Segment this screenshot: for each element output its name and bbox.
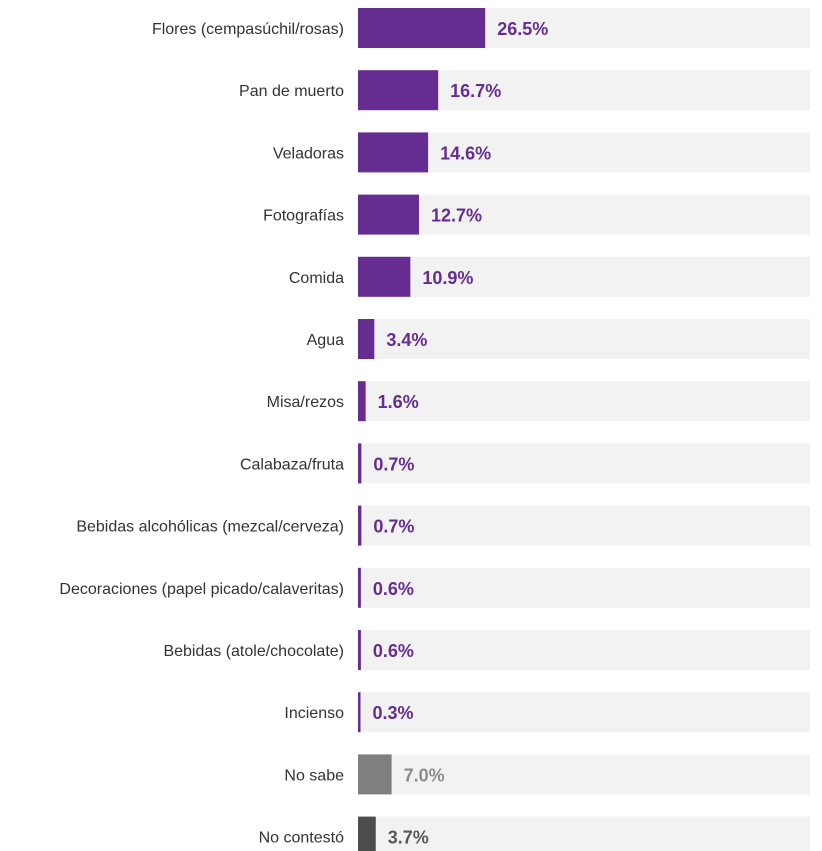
value-label: 0.3%	[373, 703, 414, 723]
bar	[358, 505, 362, 546]
value-label: 3.7%	[388, 828, 429, 848]
category-label: Incienso	[284, 705, 344, 722]
category-label: Pan de muerto	[239, 83, 344, 100]
category-label: Fotografías	[263, 208, 344, 225]
bar	[358, 132, 429, 173]
category-label: Bebidas (atole/chocolate)	[163, 643, 344, 660]
bar	[358, 692, 361, 733]
bar	[358, 381, 366, 422]
bar-track	[358, 692, 810, 733]
category-label: Veladoras	[273, 145, 344, 162]
category-label: No sabe	[284, 767, 344, 784]
value-label: 0.6%	[373, 579, 414, 599]
bar	[358, 8, 486, 48]
category-label: Calabaza/fruta	[240, 456, 344, 473]
value-label: 16.7%	[450, 81, 501, 101]
value-label: 12.7%	[431, 206, 482, 226]
bar-track	[358, 319, 810, 359]
bar-track	[358, 567, 810, 608]
bar-track	[358, 256, 810, 297]
bar-track	[358, 132, 810, 173]
category-label: Bebidas alcohólicas (mezcal/cerveza)	[76, 519, 344, 536]
bar	[358, 70, 439, 111]
bar	[358, 319, 375, 359]
value-label: 14.6%	[440, 143, 491, 163]
bar	[358, 194, 419, 235]
value-label: 0.7%	[373, 454, 414, 474]
bar-track	[358, 505, 810, 546]
value-label: 7.0%	[404, 765, 445, 785]
bar-track	[358, 630, 810, 670]
bar	[358, 754, 392, 795]
bar	[358, 816, 376, 851]
category-label: Agua	[307, 332, 344, 349]
category-label: Misa/rezos	[267, 394, 344, 411]
value-label: 1.6%	[378, 392, 419, 412]
bar	[358, 567, 361, 608]
bar-track	[358, 754, 810, 795]
category-label: No contestó	[259, 830, 344, 847]
bar-track	[358, 816, 810, 851]
value-label: 10.9%	[422, 268, 473, 288]
value-label: 0.6%	[373, 641, 414, 661]
bar	[358, 630, 361, 670]
category-label: Flores (cempasúchil/rosas)	[152, 21, 344, 38]
category-label: Decoraciones (papel picado/calaveritas)	[59, 581, 344, 598]
value-label: 26.5%	[497, 19, 548, 39]
bar-track	[358, 194, 810, 235]
bar-track	[358, 381, 810, 422]
bar	[358, 443, 362, 484]
category-label: Comida	[289, 270, 344, 287]
bar-track	[358, 443, 810, 484]
value-label: 3.4%	[386, 330, 427, 350]
bar	[358, 256, 411, 297]
value-label: 0.7%	[373, 517, 414, 537]
